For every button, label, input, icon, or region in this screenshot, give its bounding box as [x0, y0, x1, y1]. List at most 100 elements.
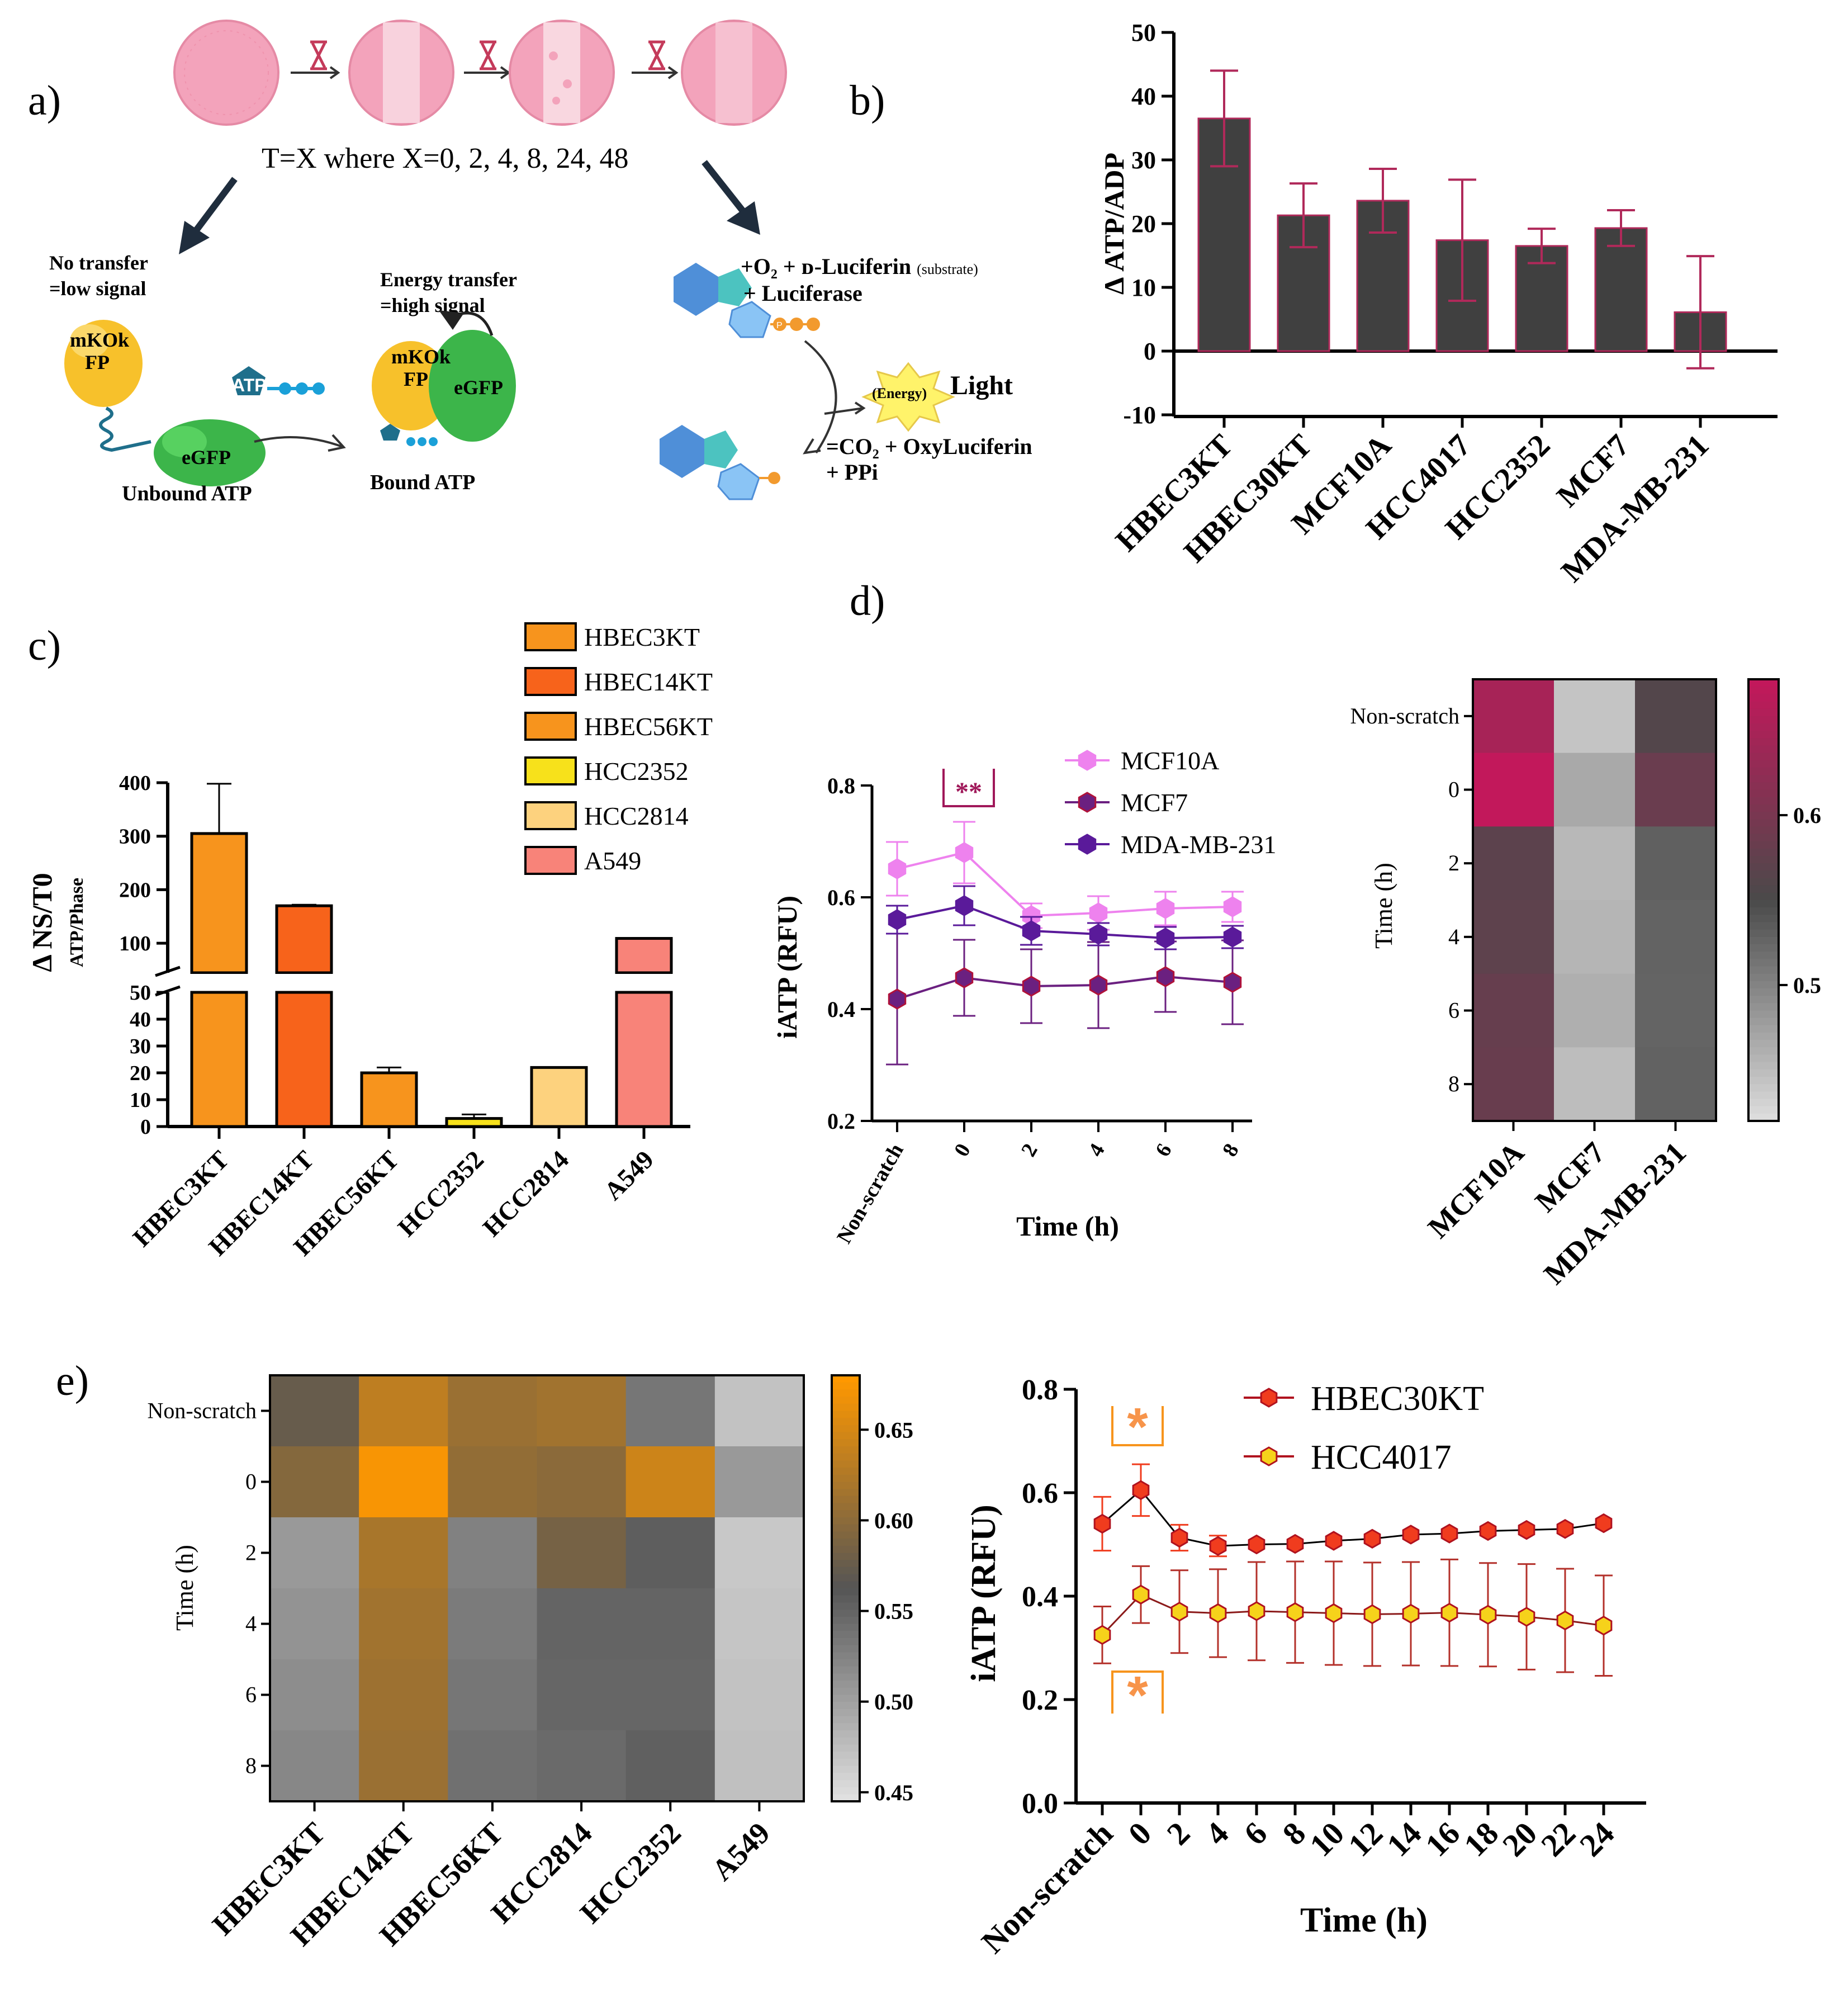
heatmap-d-colorbar-segment [1748, 731, 1779, 739]
chart-e-y-tick-label: 0.8 [1022, 1374, 1058, 1406]
chart-e-point [1325, 1603, 1343, 1624]
heatmap-e-colorbar-segment [832, 1503, 860, 1511]
arrow-right-icon [702, 160, 749, 217]
heatmap-e-colorbar-segment [832, 1468, 860, 1475]
heatmap-d-colorbar-segment [1748, 878, 1779, 886]
heatmap-d-colorbar-segment [1748, 863, 1779, 871]
heatmap-d-cells [1472, 678, 1717, 1122]
heatmap-e-row-label: 4 [245, 1611, 257, 1636]
chart-d-x-tick-label: 0 [950, 1140, 975, 1161]
heatmap-d-colorbar-segment [1748, 723, 1779, 731]
heatmap-e-colorbar-frame [831, 1374, 861, 1802]
heatmap-e-colorbar-label: 0.60 [874, 1508, 913, 1533]
transfer-arrow-head-icon [439, 310, 464, 330]
heatmap-e-colorbar-segment [832, 1539, 860, 1546]
heatmap-e-colorbar-segment [832, 1517, 860, 1525]
heatmap-d-colorbar-segment [1748, 753, 1779, 761]
chart-e-point [1093, 1513, 1111, 1534]
chart-d-point [955, 967, 974, 988]
heatmap-e-colorbar-segment [832, 1773, 860, 1781]
chart-b-x-ticks: HBEC3KTHBEC30KTMCF10AHCC4017HCC2352MCF7M… [1109, 415, 1778, 589]
light-label: Light [950, 371, 1013, 400]
atp-molecule-icon [232, 366, 325, 395]
schematic-panel-a: T=X where X=0, 2, 4, 8, 24, 48 No transf… [49, 20, 1032, 505]
heatmap-d-colorbar-segment [1748, 870, 1779, 879]
heatmap-e-colorbar-label: 0.55 [874, 1599, 913, 1624]
heatmap-e-colorbar-segment [832, 1716, 860, 1724]
panel-label-e: e) [56, 1357, 89, 1404]
heatmap-e-row-label: 2 [245, 1540, 257, 1565]
heatmap-d-colorbar-segment [1748, 1018, 1779, 1026]
heatmap-d-cell [1554, 679, 1636, 754]
chart-c-y-tick-label: 30 [130, 1035, 151, 1058]
chart-e-point [1440, 1602, 1458, 1623]
heatmap-e-cell [714, 1588, 804, 1660]
heatmap-e-cell [625, 1588, 715, 1660]
heatmap-e-colorbar-segment [832, 1681, 860, 1688]
heatmap-e-cell [537, 1446, 627, 1518]
chart-c-legend-label: HBEC56KT [584, 712, 713, 741]
heatmap-d-cell [1554, 826, 1636, 901]
heatmap-d-colorbar-segment [1748, 892, 1779, 901]
energy-branch-arrow-icon [824, 401, 866, 415]
chart-d-point [1022, 920, 1041, 941]
heatmap-e-colorbar-segment [832, 1652, 860, 1660]
heatmap-e-cell [537, 1659, 627, 1731]
chart-b-y-tick-label: 10 [1131, 274, 1156, 301]
mkok-label: mKOk [70, 329, 129, 351]
chart-d-point [888, 909, 907, 930]
heatmap-d-colorbar-segment [1748, 841, 1779, 849]
chart-e-point [1479, 1605, 1497, 1625]
heatmap-e-cell [537, 1517, 627, 1589]
heatmap-d-colorbar-segment [1748, 848, 1779, 856]
chart-c-legend-swatch [524, 801, 577, 830]
chart-e-point [1093, 1625, 1111, 1645]
chart-c-bar-break-gap [612, 974, 676, 991]
heatmap-e-colorbar-segment [832, 1631, 860, 1639]
chart-e-point [1132, 1584, 1150, 1605]
chart-b-y-tick-label: -10 [1123, 401, 1156, 429]
heatmap-e-colorbar-segment [832, 1766, 860, 1773]
chart-c-y-tick-label: 40 [130, 1008, 151, 1031]
heatmap-e-colorbar-segment [832, 1403, 860, 1412]
heatmap-d-cell [1473, 900, 1554, 974]
chart-d-y-label: iATP (RFU) [771, 896, 803, 1039]
chart-d-point [1223, 972, 1242, 993]
heatmap-e-colorbar-segment [832, 1375, 860, 1383]
heatmap-e-cell [714, 1659, 804, 1731]
heatmap-e-colorbar-segment [832, 1553, 860, 1560]
heatmap-e-colorbar-segment [832, 1602, 860, 1610]
chart-d-legend-marker [1078, 792, 1097, 813]
heatmap-d-cell [1554, 973, 1636, 1048]
chart-e-point [1402, 1603, 1420, 1624]
bound-atp-label: Bound ATP [370, 471, 475, 494]
heatmap-e-cell [359, 1730, 448, 1802]
arrow-icon [291, 66, 340, 79]
chart-d-point [1156, 966, 1175, 987]
hourglass-icon [648, 40, 665, 70]
heatmap-e-colorbar-segment [832, 1418, 860, 1426]
chart-d-point [888, 988, 907, 1010]
heatmap-d-colorbar-segment [1748, 1010, 1779, 1019]
heatmap-e-colorbar-segment [832, 1411, 860, 1418]
chart-e-point [1132, 1480, 1150, 1501]
heatmap-e-colorbar-segment [832, 1645, 860, 1653]
chart-d-y-tick-label: 0.8 [827, 773, 855, 798]
heatmap-e-colorbar: 0.45 0.50 0.55 0.60 0.65 [831, 1374, 913, 1805]
heatmap-d-colorbar-segment [1748, 966, 1779, 974]
cell-disc-scratched [348, 20, 454, 126]
heatmap-d-colorbar-segment [1748, 775, 1779, 783]
heatmap-e-cell [625, 1446, 715, 1518]
chart-c-legend-label: HCC2814 [584, 802, 689, 830]
heatmap-e-cell [714, 1517, 804, 1589]
bound-egfp-protein-icon [429, 330, 516, 442]
heatmap-d-colorbar-segment [1748, 745, 1779, 754]
chart-c-legend-label: HBEC3KT [584, 623, 700, 651]
heatmap-d-row-label: Non-scratch [1350, 703, 1459, 728]
chart-e-point [1518, 1607, 1535, 1627]
chart-d-x-label: Time (h) [1016, 1210, 1119, 1242]
chart-b-y-ticks: -10 0 10 20 30 40 50 [1123, 19, 1174, 429]
heatmap-e-cells [269, 1374, 805, 1802]
chart-e-point [1286, 1534, 1304, 1554]
